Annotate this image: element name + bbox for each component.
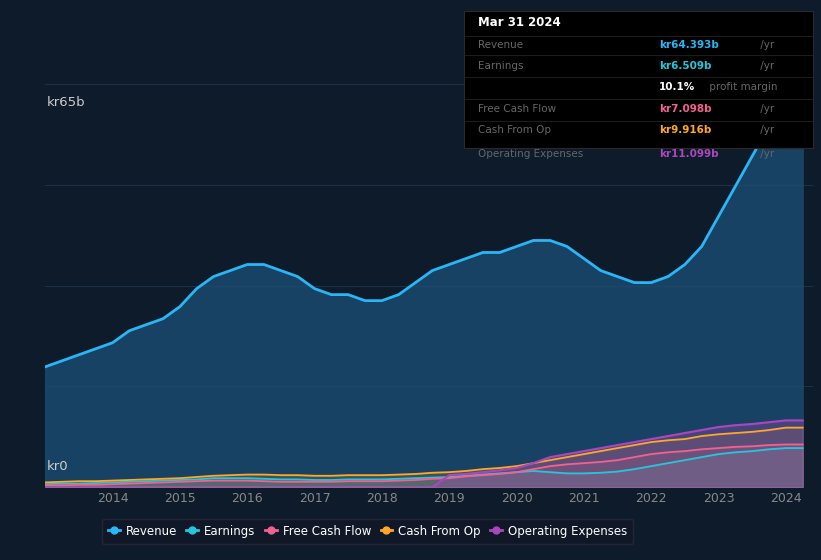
Text: Revenue: Revenue xyxy=(478,40,523,50)
Text: /yr: /yr xyxy=(757,104,774,114)
Text: kr65b: kr65b xyxy=(47,96,85,109)
Text: /yr: /yr xyxy=(757,61,774,71)
Text: Earnings: Earnings xyxy=(478,61,523,71)
Legend: Revenue, Earnings, Free Cash Flow, Cash From Op, Operating Expenses: Revenue, Earnings, Free Cash Flow, Cash … xyxy=(102,519,633,544)
Text: Mar 31 2024: Mar 31 2024 xyxy=(478,16,561,29)
Text: kr6.509b: kr6.509b xyxy=(659,61,712,71)
Text: profit margin: profit margin xyxy=(706,82,777,92)
Text: kr9.916b: kr9.916b xyxy=(659,125,712,135)
Text: kr64.393b: kr64.393b xyxy=(659,40,719,50)
Text: /yr: /yr xyxy=(757,125,774,135)
Text: Cash From Op: Cash From Op xyxy=(478,125,551,135)
Text: kr7.098b: kr7.098b xyxy=(659,104,712,114)
Text: Free Cash Flow: Free Cash Flow xyxy=(478,104,556,114)
Text: kr11.099b: kr11.099b xyxy=(659,149,719,159)
Text: kr0: kr0 xyxy=(47,460,68,473)
Text: /yr: /yr xyxy=(757,40,774,50)
Text: /yr: /yr xyxy=(757,149,774,159)
Text: 10.1%: 10.1% xyxy=(659,82,695,92)
Text: Operating Expenses: Operating Expenses xyxy=(478,149,583,159)
